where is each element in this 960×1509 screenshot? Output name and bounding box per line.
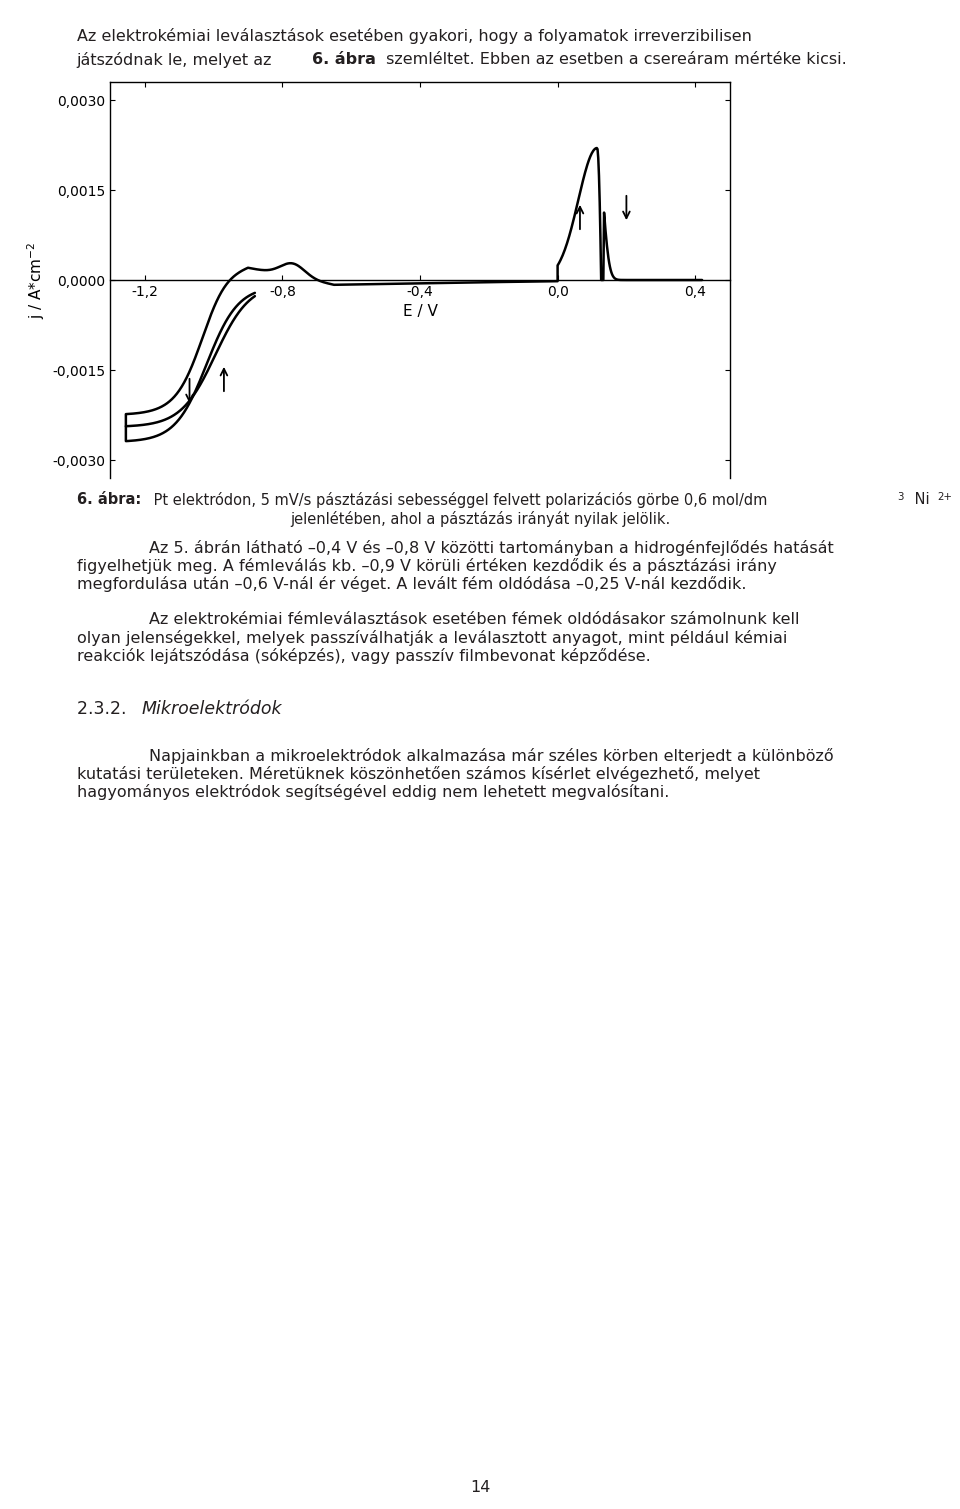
Text: jelenlétében, ahol a pásztázás irányát nyilak jelölik.: jelenlétében, ahol a pásztázás irányát n… bbox=[290, 512, 670, 527]
Y-axis label: j / A*cm$^{-2}$: j / A*cm$^{-2}$ bbox=[25, 241, 47, 318]
Text: Az elektrokémiai fémleválasztások esetében fémek oldódásakor számolnunk kell: Az elektrokémiai fémleválasztások esetéb… bbox=[149, 613, 800, 628]
Text: megfordulása után –0,6 V-nál ér véget. A levált fém oldódása –0,25 V-nál kezdődi: megfordulása után –0,6 V-nál ér véget. A… bbox=[77, 576, 746, 592]
Text: 14: 14 bbox=[469, 1480, 491, 1495]
X-axis label: E / V: E / V bbox=[402, 305, 438, 320]
Text: kutatási területeken. Méretüknek köszönhetően számos kísérlet elvégezhető, melye: kutatási területeken. Méretüknek köszönh… bbox=[77, 767, 759, 782]
Text: figyelhetjük meg. A fémleválás kb. –0,9 V körüli értéken kezdődik és a pásztázás: figyelhetjük meg. A fémleválás kb. –0,9 … bbox=[77, 558, 777, 573]
Text: Mikroelektródok: Mikroelektródok bbox=[141, 700, 281, 718]
Text: játszódnak le, melyet az: játszódnak le, melyet az bbox=[77, 51, 277, 68]
Text: Pt elektródon, 5 mV/s pásztázási sebességgel felvett polarizációs görbe 0,6 mol/: Pt elektródon, 5 mV/s pásztázási sebessé… bbox=[149, 492, 767, 509]
Text: Az elektrokémiai leválasztások esetében gyakori, hogy a folyamatok irreverzibili: Az elektrokémiai leválasztások esetében … bbox=[77, 29, 752, 44]
Text: hagyományos elektródok segítségével eddig nem lehetett megvalósítani.: hagyományos elektródok segítségével eddi… bbox=[77, 785, 669, 800]
Text: 2+: 2+ bbox=[937, 492, 952, 502]
Text: reakciók lejátszódása (sóképzés), vagy passzív filmbevonat képződése.: reakciók lejátszódása (sóképzés), vagy p… bbox=[77, 647, 651, 664]
Text: olyan jelenségekkel, melyek passzíválhatják a leválasztott anyagot, mint például: olyan jelenségekkel, melyek passzíválhat… bbox=[77, 629, 787, 646]
Text: Ni: Ni bbox=[910, 492, 929, 507]
Text: 2.3.2.: 2.3.2. bbox=[77, 700, 132, 718]
Text: Az 5. ábrán látható –0,4 V és –0,8 V közötti tartományban a hidrogénfejlődés hat: Az 5. ábrán látható –0,4 V és –0,8 V köz… bbox=[149, 540, 833, 555]
Text: 6. ábra:: 6. ábra: bbox=[77, 492, 141, 507]
Text: szemléltet. Ebben az esetben a csereáram mértéke kicsi.: szemléltet. Ebben az esetben a csereáram… bbox=[381, 51, 847, 66]
Text: 3: 3 bbox=[898, 492, 904, 502]
Text: 6. ábra: 6. ábra bbox=[312, 51, 376, 66]
Text: Napjainkban a mikroelektródok alkalmazása már széles körben elterjedt a különböz: Napjainkban a mikroelektródok alkalmazás… bbox=[149, 748, 833, 764]
